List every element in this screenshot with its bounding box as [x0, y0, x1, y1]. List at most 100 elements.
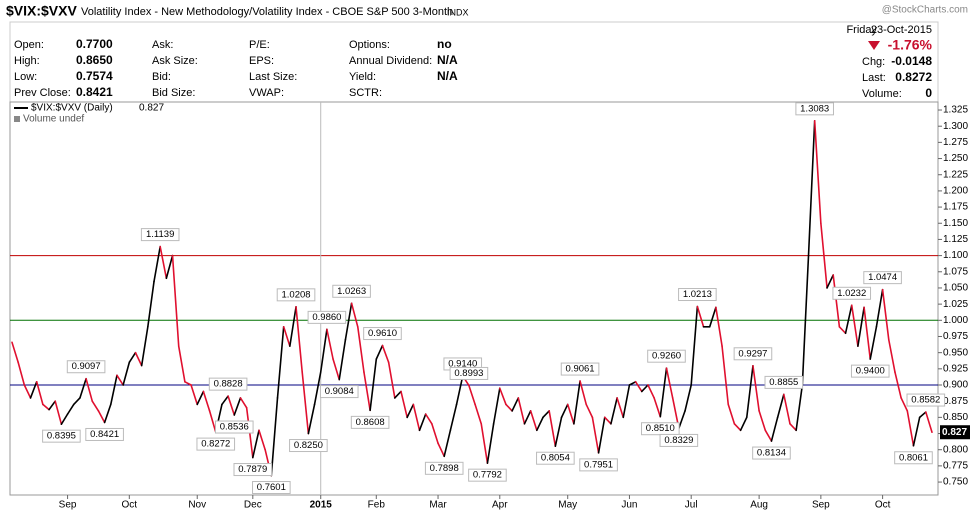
- quote-label: Bid:: [152, 71, 171, 83]
- value-label-box: [424, 461, 464, 475]
- price-segment: [647, 384, 655, 399]
- price-segment: [721, 345, 730, 406]
- value-label: 0.8993: [454, 368, 483, 379]
- price-segment: [523, 410, 532, 425]
- price-segment: [289, 306, 297, 347]
- price-segment: [517, 397, 526, 425]
- value-label: 1.1139: [146, 229, 174, 240]
- quote-label: Last Size:: [249, 71, 297, 83]
- value-label-box: [468, 468, 507, 482]
- value-label: 0.8421: [90, 429, 119, 440]
- value-label: 0.8134: [757, 448, 786, 459]
- price-segment: [591, 416, 600, 454]
- price-segment: [239, 397, 248, 409]
- quote-label: Ask Size:: [152, 55, 198, 67]
- price-segment: [116, 374, 124, 386]
- price-segment: [363, 371, 371, 412]
- quote-value: 0.8650: [76, 53, 113, 67]
- symbol: $VIX:$VXV: [6, 3, 77, 19]
- price-segment: [826, 274, 835, 289]
- value-label: 1.0474: [868, 272, 897, 283]
- value-label: 1.0208: [281, 289, 310, 300]
- price-segment: [165, 254, 174, 280]
- price-segment: [801, 254, 810, 386]
- x-tick-label: Jun: [621, 500, 637, 511]
- y-tick-label: 0.750: [943, 477, 968, 488]
- value-label-box: [536, 451, 575, 465]
- price-segment: [857, 306, 865, 347]
- value-label: 0.7898: [430, 463, 459, 474]
- date: 23-Oct-2015: [871, 24, 932, 36]
- legend-name: $VIX:$VXV (Daily): [31, 103, 113, 114]
- value-label: 0.9084: [325, 386, 354, 397]
- value-label: 0.8395: [47, 431, 76, 442]
- value-label-box: [579, 458, 618, 472]
- price-segment: [282, 325, 291, 347]
- price-segment: [752, 364, 760, 412]
- price-segment: [622, 384, 631, 419]
- volume-icon: [14, 116, 20, 122]
- price-segment: [79, 377, 87, 399]
- price-segment: [492, 387, 501, 425]
- price-segment: [844, 304, 853, 335]
- value-label-box: [795, 102, 834, 116]
- price-segment: [579, 380, 588, 406]
- price-segment: [437, 442, 446, 458]
- price-segment: [906, 410, 915, 447]
- quote-label: Options:: [349, 39, 390, 51]
- price-segment: [474, 403, 483, 425]
- value-label-box: [733, 347, 773, 361]
- x-tick-label: Apr: [492, 500, 508, 511]
- watermark: @StockCharts.com: [882, 5, 968, 16]
- price-segment: [715, 306, 723, 347]
- value-label: 0.8272: [201, 439, 230, 450]
- price-segment: [573, 380, 581, 425]
- value-label-box: [214, 420, 254, 434]
- value-label: 0.9097: [72, 361, 101, 372]
- price-segment: [548, 410, 557, 448]
- price-segment: [863, 306, 872, 360]
- price-segment: [307, 403, 316, 435]
- price-segment: [838, 325, 847, 335]
- value-label-box: [850, 364, 890, 378]
- quote-value: N/A: [437, 53, 458, 67]
- price-segment: [659, 367, 668, 418]
- value-label-box: [252, 481, 291, 495]
- price-segment: [628, 380, 637, 386]
- quote-label: EPS:: [249, 55, 274, 67]
- last-value-box: [940, 425, 970, 440]
- value-label: 0.9400: [856, 366, 885, 377]
- price-segment: [147, 280, 155, 328]
- price-segment: [159, 245, 168, 280]
- x-tick-label: Sep: [59, 500, 77, 511]
- price-segment: [406, 403, 415, 419]
- price-segment: [727, 403, 736, 425]
- value-label: 0.9061: [566, 364, 595, 375]
- price-segment: [783, 393, 791, 425]
- price-segment: [350, 302, 359, 328]
- price-segment: [153, 245, 161, 283]
- value-label: 0.8054: [541, 453, 570, 464]
- price-segment: [184, 380, 192, 386]
- y-tick-label: 1.250: [943, 153, 968, 164]
- summary-value: 0: [925, 86, 932, 100]
- quote-label: SCTR:: [349, 87, 382, 99]
- value-label-box: [332, 284, 371, 298]
- price-segment: [394, 390, 402, 399]
- y-tick-label: 0.975: [943, 331, 968, 342]
- y-tick-label: 0.950: [943, 347, 968, 358]
- price-segment: [97, 410, 106, 424]
- summary-label: Last:: [862, 72, 886, 84]
- price-segment: [925, 411, 933, 434]
- value-label: 0.8828: [214, 379, 243, 390]
- price-segment: [560, 403, 569, 419]
- price-segment: [103, 403, 112, 424]
- price-segment: [640, 384, 649, 393]
- quote-label: Yield:: [349, 71, 376, 83]
- y-tick-label: 0.900: [943, 380, 968, 391]
- value-label: 0.9297: [738, 348, 767, 359]
- value-label: 0.9860: [312, 312, 341, 323]
- value-label-box: [42, 429, 81, 443]
- y-tick-label: 1.150: [943, 218, 968, 229]
- summary-label: Chg:: [862, 56, 885, 68]
